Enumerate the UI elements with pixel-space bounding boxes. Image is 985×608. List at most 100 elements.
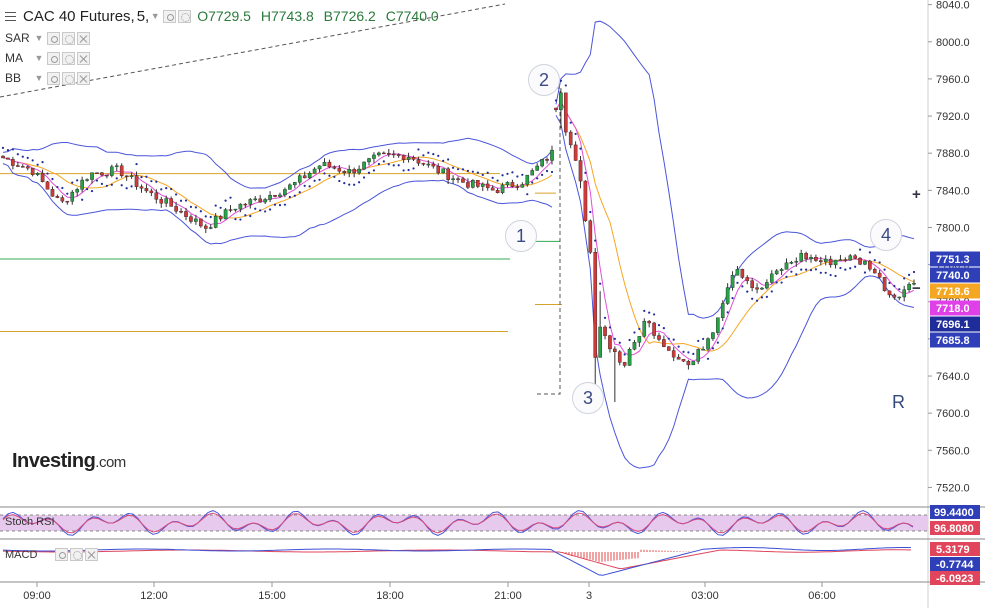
sar-dot (382, 160, 385, 163)
candle (608, 335, 612, 350)
sar-dot (175, 193, 178, 196)
sar-dot (264, 210, 267, 213)
sar-dot (599, 282, 602, 285)
investing-logo: Investing.com (12, 450, 126, 473)
candle (858, 257, 862, 265)
sar-dot (755, 299, 759, 302)
close-icon[interactable] (77, 71, 90, 85)
stoch-d-line (2, 512, 914, 534)
sar-dot (805, 268, 808, 271)
candle (657, 335, 661, 340)
sar-dot (392, 164, 395, 167)
candle (1, 155, 5, 159)
candle (6, 157, 10, 160)
candle (720, 303, 725, 318)
timeframe-label: 5, (136, 7, 150, 25)
candle (406, 157, 411, 160)
sar-dot (283, 203, 287, 206)
chevron-down-icon[interactable]: ▼ (34, 53, 44, 63)
chevron-down-icon[interactable]: ▼ (34, 73, 44, 83)
candle (85, 179, 89, 181)
candle (804, 253, 808, 260)
sar-dot (387, 163, 390, 166)
candle (149, 190, 154, 194)
sar-dot (506, 172, 509, 175)
chevron-down-icon[interactable]: ▼ (150, 11, 160, 21)
candle (863, 260, 867, 265)
eye-icon[interactable] (47, 51, 60, 65)
candle (662, 339, 666, 347)
candle (892, 294, 897, 298)
sar-dot (244, 214, 247, 217)
y-tick-label: 7560.0 (936, 445, 970, 457)
sar-dot (603, 316, 607, 319)
reset-button[interactable]: R (892, 392, 905, 412)
sar-dot (907, 273, 911, 276)
sar-dot (536, 177, 539, 180)
eye-icon[interactable] (47, 31, 60, 45)
candle (564, 92, 568, 133)
candle (90, 172, 94, 180)
candle (367, 158, 371, 163)
sar-dot (179, 199, 183, 202)
candle (559, 92, 563, 111)
sar-dot (687, 351, 690, 354)
sar-dot (397, 164, 400, 167)
close-icon[interactable] (77, 31, 90, 45)
close-icon[interactable] (85, 548, 99, 561)
gear-icon[interactable] (62, 51, 75, 65)
sar-dot (61, 186, 64, 190)
candle (578, 160, 583, 182)
sar-dot (402, 169, 405, 172)
candle (382, 152, 386, 155)
sar-dot (76, 179, 79, 182)
sar-dot (702, 337, 705, 341)
candle (317, 165, 322, 170)
gear-icon[interactable] (62, 71, 75, 85)
gear-icon[interactable] (70, 548, 84, 561)
stoch-value-text: 99.4400 (934, 507, 974, 519)
gear-icon[interactable] (178, 9, 192, 23)
sar-dot (765, 295, 768, 298)
sar-dot (471, 170, 474, 173)
sar-dot (412, 167, 415, 170)
candle (530, 170, 535, 176)
sar-dot (56, 185, 59, 189)
sar-dot (541, 173, 544, 176)
sar-dot (71, 181, 74, 184)
sar-dot (633, 331, 636, 334)
sar-dot (638, 327, 641, 330)
gear-icon[interactable] (62, 31, 75, 45)
sar-dot (273, 203, 277, 206)
sar-dot (308, 185, 311, 188)
candle (253, 198, 258, 201)
x-tick-label: 09:00 (23, 590, 51, 602)
menu-icon[interactable] (4, 11, 17, 22)
candle (784, 262, 789, 270)
zoom-out-button[interactable]: − (912, 280, 921, 297)
zoom-in-button[interactable]: + (912, 186, 921, 203)
candle (823, 258, 828, 263)
eye-icon[interactable] (47, 71, 60, 85)
candle (550, 149, 554, 161)
sar-dot (706, 357, 710, 360)
close-icon[interactable] (77, 51, 90, 65)
sar-dot (51, 177, 54, 181)
price-label-text: 7740.0 (936, 270, 970, 282)
chevron-down-icon[interactable]: ▼ (34, 33, 44, 43)
candle (228, 209, 233, 211)
candle (426, 163, 431, 166)
sar-dot (790, 270, 793, 273)
candle (45, 181, 50, 190)
eye-icon[interactable] (55, 548, 69, 561)
candle (490, 187, 495, 191)
candle (853, 255, 857, 259)
sar-dot (511, 171, 514, 174)
candle (288, 184, 292, 190)
candle (691, 361, 696, 366)
eye-icon[interactable] (163, 9, 177, 23)
candle (809, 257, 813, 260)
sar-dot (716, 341, 719, 344)
candle (515, 186, 520, 188)
